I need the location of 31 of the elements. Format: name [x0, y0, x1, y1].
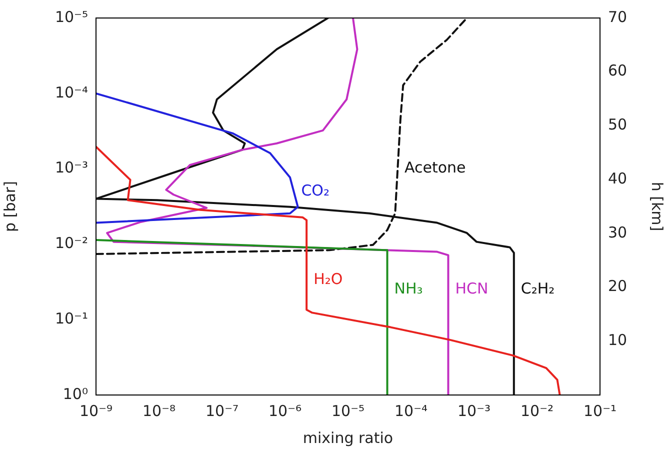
y-tick-label: 10⁻¹	[54, 309, 88, 328]
x-tick-label: 10⁻²	[520, 402, 554, 420]
x-tick-label: 10⁻⁶	[268, 402, 302, 420]
x-axis-title: mixing ratio	[302, 428, 394, 447]
y2-tick-label: 40	[608, 169, 628, 188]
y-axis-title: p [bar]	[0, 181, 19, 232]
annotation: C₂H₂	[520, 279, 555, 298]
x-tick-label: 10⁻⁵	[331, 402, 365, 420]
y2-tick-label: 60	[608, 62, 628, 80]
y-tick-label: 10⁰	[62, 384, 88, 403]
y2-tick-label: 20	[608, 277, 628, 296]
y2-tick-label: 10	[608, 331, 628, 350]
y2-tick-label: 70	[608, 8, 628, 26]
y-tick-label: 10⁻³	[54, 158, 88, 177]
y2-axis-title: h [km]	[648, 182, 666, 232]
x-tick-label: 10⁻⁹	[79, 402, 113, 420]
y-tick-label: 10⁻²	[54, 234, 88, 252]
y2-tick-label: 50	[608, 116, 628, 134]
x-tick-label: 10⁻³	[457, 402, 491, 420]
y2-tick-label: 30	[608, 223, 628, 242]
y-tick-label: 10⁻⁵	[54, 8, 88, 26]
annotation: CO₂	[301, 181, 330, 200]
x-tick-label: 10⁻⁸	[142, 402, 176, 420]
x-tick-label: 10⁻⁷	[205, 402, 239, 420]
y-tick-label: 10⁻⁴	[54, 83, 88, 102]
annotation: H₂O	[314, 270, 343, 288]
x-tick-label: 10⁻¹	[583, 402, 617, 420]
x-tick-label: 10⁻⁴	[394, 402, 428, 420]
annotation: NH₃	[394, 279, 423, 298]
annotation: HCN	[455, 279, 488, 298]
annotation: Acetone	[404, 158, 466, 177]
